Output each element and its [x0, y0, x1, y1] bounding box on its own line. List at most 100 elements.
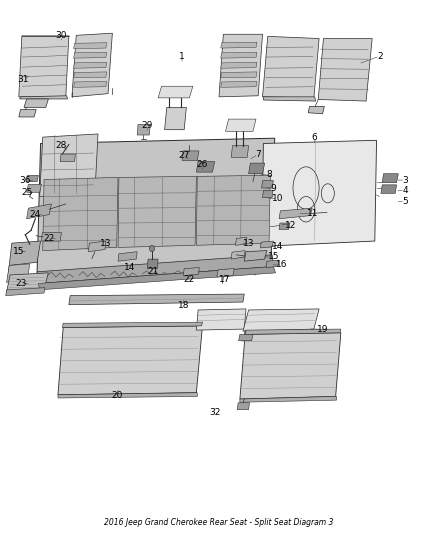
Polygon shape: [226, 119, 256, 131]
Polygon shape: [221, 62, 257, 68]
Polygon shape: [182, 151, 199, 160]
Polygon shape: [221, 42, 257, 48]
Polygon shape: [244, 329, 341, 334]
Polygon shape: [231, 146, 249, 157]
Polygon shape: [118, 252, 137, 261]
Polygon shape: [217, 269, 234, 277]
Polygon shape: [37, 255, 274, 284]
Polygon shape: [24, 99, 48, 108]
Polygon shape: [236, 237, 247, 245]
Circle shape: [149, 245, 155, 252]
Text: 29: 29: [141, 122, 153, 131]
Text: 18: 18: [177, 301, 189, 310]
Polygon shape: [9, 241, 41, 265]
Polygon shape: [27, 184, 42, 192]
Polygon shape: [244, 251, 267, 261]
Polygon shape: [7, 264, 30, 282]
Polygon shape: [39, 266, 276, 290]
Polygon shape: [279, 223, 290, 229]
Polygon shape: [27, 204, 51, 219]
Text: 6: 6: [312, 133, 318, 142]
Polygon shape: [137, 124, 150, 135]
Polygon shape: [165, 108, 186, 130]
Polygon shape: [58, 326, 202, 395]
Text: 3: 3: [403, 175, 408, 184]
Polygon shape: [262, 36, 319, 98]
Polygon shape: [382, 174, 398, 183]
Text: 19: 19: [317, 325, 328, 334]
Polygon shape: [196, 175, 270, 245]
Polygon shape: [240, 333, 341, 399]
Text: 4: 4: [403, 186, 408, 195]
Polygon shape: [261, 181, 273, 188]
Polygon shape: [27, 175, 39, 182]
Polygon shape: [147, 259, 158, 269]
Polygon shape: [249, 163, 265, 174]
Polygon shape: [74, 43, 107, 49]
Text: 7: 7: [255, 150, 261, 159]
Polygon shape: [7, 273, 48, 292]
Polygon shape: [58, 393, 197, 398]
Text: 16: 16: [276, 261, 288, 269]
Polygon shape: [19, 36, 69, 97]
Text: 9: 9: [271, 183, 276, 192]
Text: 22: 22: [184, 274, 195, 284]
Polygon shape: [42, 232, 61, 241]
Text: 23: 23: [15, 279, 27, 288]
Text: 15: 15: [13, 247, 25, 256]
Text: 17: 17: [219, 274, 230, 284]
Polygon shape: [263, 97, 316, 101]
Polygon shape: [20, 96, 67, 99]
Text: 27: 27: [179, 151, 190, 160]
Polygon shape: [221, 52, 257, 58]
Polygon shape: [279, 208, 312, 219]
Text: 21: 21: [147, 268, 159, 276]
Polygon shape: [62, 322, 202, 327]
Polygon shape: [19, 110, 36, 117]
Polygon shape: [74, 72, 107, 78]
Text: 2016 Jeep Grand Cherokee Rear Seat - Split Seat Diagram 3: 2016 Jeep Grand Cherokee Rear Seat - Spl…: [104, 518, 334, 527]
Text: 13: 13: [243, 239, 254, 248]
Text: 8: 8: [266, 170, 272, 179]
Text: 11: 11: [307, 209, 318, 218]
Polygon shape: [221, 72, 257, 78]
Text: 13: 13: [100, 239, 112, 248]
Text: 25: 25: [21, 188, 32, 197]
Text: 31: 31: [18, 75, 29, 84]
Polygon shape: [88, 241, 106, 252]
Polygon shape: [72, 33, 113, 97]
Polygon shape: [260, 241, 273, 248]
Polygon shape: [74, 82, 107, 87]
Text: 10: 10: [272, 194, 283, 203]
Polygon shape: [43, 177, 118, 251]
Polygon shape: [243, 309, 319, 331]
Text: 30: 30: [56, 31, 67, 41]
Text: 2: 2: [377, 52, 383, 61]
Polygon shape: [196, 161, 215, 172]
Polygon shape: [239, 334, 253, 341]
Text: 15: 15: [268, 253, 279, 262]
Text: 12: 12: [285, 221, 297, 230]
Polygon shape: [240, 397, 336, 402]
Text: 20: 20: [111, 391, 122, 400]
Polygon shape: [262, 191, 273, 198]
Polygon shape: [231, 251, 245, 259]
Polygon shape: [261, 140, 377, 246]
Polygon shape: [318, 38, 372, 101]
Text: 24: 24: [30, 210, 41, 219]
Text: 26: 26: [197, 160, 208, 169]
Polygon shape: [184, 268, 199, 276]
Polygon shape: [266, 260, 279, 268]
Text: 14: 14: [272, 242, 283, 251]
Polygon shape: [118, 176, 196, 247]
Polygon shape: [6, 288, 45, 296]
Polygon shape: [308, 107, 324, 114]
Polygon shape: [196, 309, 246, 330]
Polygon shape: [219, 34, 262, 97]
Polygon shape: [381, 185, 396, 193]
Text: 32: 32: [209, 408, 220, 417]
Text: 14: 14: [124, 263, 135, 272]
Polygon shape: [60, 154, 75, 161]
Polygon shape: [158, 86, 193, 98]
Text: 1: 1: [179, 52, 185, 61]
